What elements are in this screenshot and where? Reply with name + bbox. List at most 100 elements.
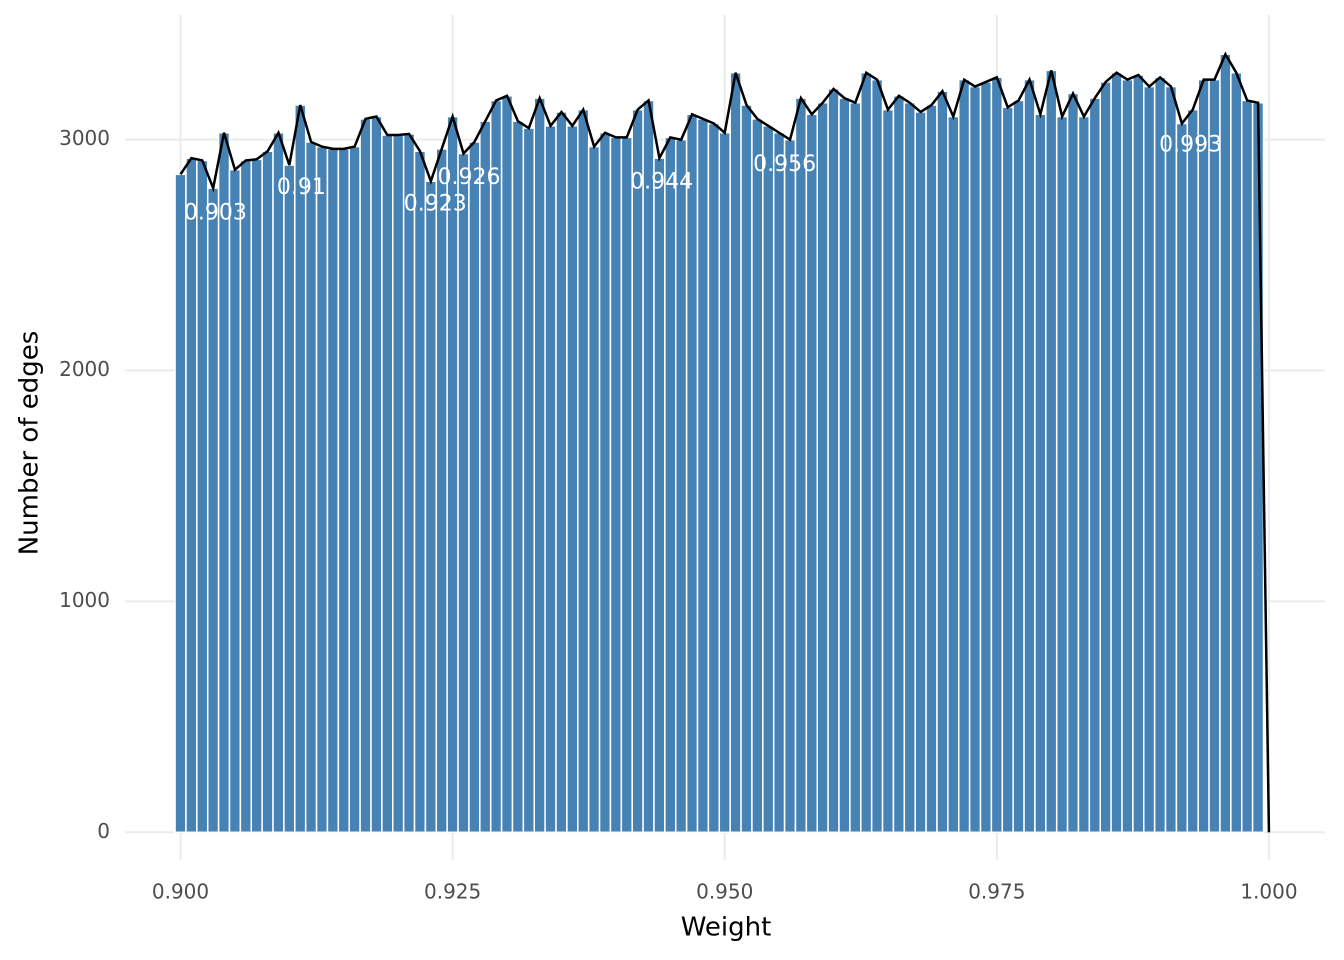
annotation: 0.903 — [184, 201, 247, 226]
bar — [936, 90, 949, 834]
bar — [337, 148, 350, 834]
bar — [185, 157, 198, 834]
bar — [849, 101, 862, 834]
bar — [881, 108, 895, 834]
bar — [751, 118, 764, 834]
bar — [392, 134, 405, 834]
annotation: 0.944 — [630, 169, 693, 194]
bar — [609, 136, 623, 834]
bar — [860, 71, 873, 834]
bar — [566, 125, 579, 834]
bar — [718, 131, 731, 834]
bar — [1164, 85, 1178, 834]
bar — [631, 108, 644, 834]
bar — [577, 108, 590, 834]
bar — [370, 115, 383, 834]
bar — [794, 97, 808, 834]
bar — [217, 131, 231, 834]
bar — [1034, 113, 1047, 834]
bar — [294, 104, 307, 834]
bar — [979, 81, 993, 834]
bar — [304, 141, 318, 834]
bar — [1077, 115, 1091, 834]
x-tick-label: 0.975 — [968, 880, 1025, 904]
bar — [707, 122, 721, 834]
bar — [783, 138, 797, 834]
bar — [816, 101, 829, 834]
bar — [1045, 69, 1058, 834]
bar — [413, 150, 427, 834]
bar — [1219, 53, 1232, 834]
bar — [685, 113, 699, 834]
bar — [1132, 74, 1145, 834]
bar — [903, 101, 916, 834]
bar — [544, 125, 557, 834]
bar — [272, 131, 285, 834]
bar — [990, 76, 1004, 834]
bar — [228, 168, 242, 834]
y-tick-label: 1000 — [59, 588, 110, 612]
annotation: 0.926 — [437, 165, 500, 190]
bar — [1208, 78, 1221, 834]
bar — [533, 97, 546, 834]
bar — [1012, 99, 1025, 834]
bar — [402, 133, 416, 834]
bar — [870, 78, 884, 834]
bar — [1088, 97, 1101, 834]
y-tick-label: 3000 — [59, 126, 110, 150]
bar — [1023, 78, 1036, 834]
annotation: 0.993 — [1159, 132, 1222, 157]
bar — [805, 113, 818, 834]
bar — [479, 120, 492, 834]
bar — [1153, 76, 1167, 834]
y-axis-label: Number of edges — [15, 331, 45, 556]
annotation: 0.923 — [404, 191, 467, 216]
bar — [925, 104, 938, 834]
bar — [827, 88, 840, 834]
bar — [772, 131, 786, 834]
bar — [424, 180, 438, 834]
bar — [435, 148, 448, 834]
bar — [1099, 81, 1112, 834]
y-tick-label: 0 — [97, 819, 110, 843]
bar — [1001, 106, 1014, 834]
bar — [315, 145, 329, 834]
bar — [500, 95, 514, 834]
bar — [261, 150, 274, 834]
bar — [696, 118, 710, 834]
bar — [914, 111, 927, 834]
bar — [620, 136, 633, 834]
bar — [664, 136, 677, 834]
x-axis-label: Weight — [681, 913, 772, 943]
bar — [957, 78, 971, 834]
bar — [1121, 78, 1134, 834]
bar — [1055, 115, 1069, 834]
bar — [196, 159, 209, 834]
bar — [968, 85, 982, 834]
bar — [653, 157, 666, 834]
bar — [326, 148, 340, 834]
x-tick-label: 0.925 — [424, 880, 481, 904]
x-tick-label: 0.950 — [696, 880, 753, 904]
bar — [348, 145, 361, 834]
bar — [598, 131, 612, 834]
bar — [239, 159, 253, 834]
bar — [359, 118, 372, 834]
bar — [206, 187, 220, 834]
bar — [1066, 92, 1080, 834]
bar — [892, 95, 906, 834]
y-tick-label: 2000 — [59, 357, 110, 381]
bar — [838, 97, 851, 834]
bar — [740, 104, 753, 834]
bar — [1143, 85, 1156, 834]
bar — [446, 115, 459, 834]
frequency-line — [179, 51, 1271, 833]
bar — [587, 145, 601, 834]
bar — [283, 164, 296, 834]
bar — [642, 99, 655, 834]
x-tick-label: 0.900 — [152, 880, 209, 904]
bar — [1251, 101, 1265, 834]
bar — [381, 134, 394, 834]
bar — [489, 99, 503, 834]
